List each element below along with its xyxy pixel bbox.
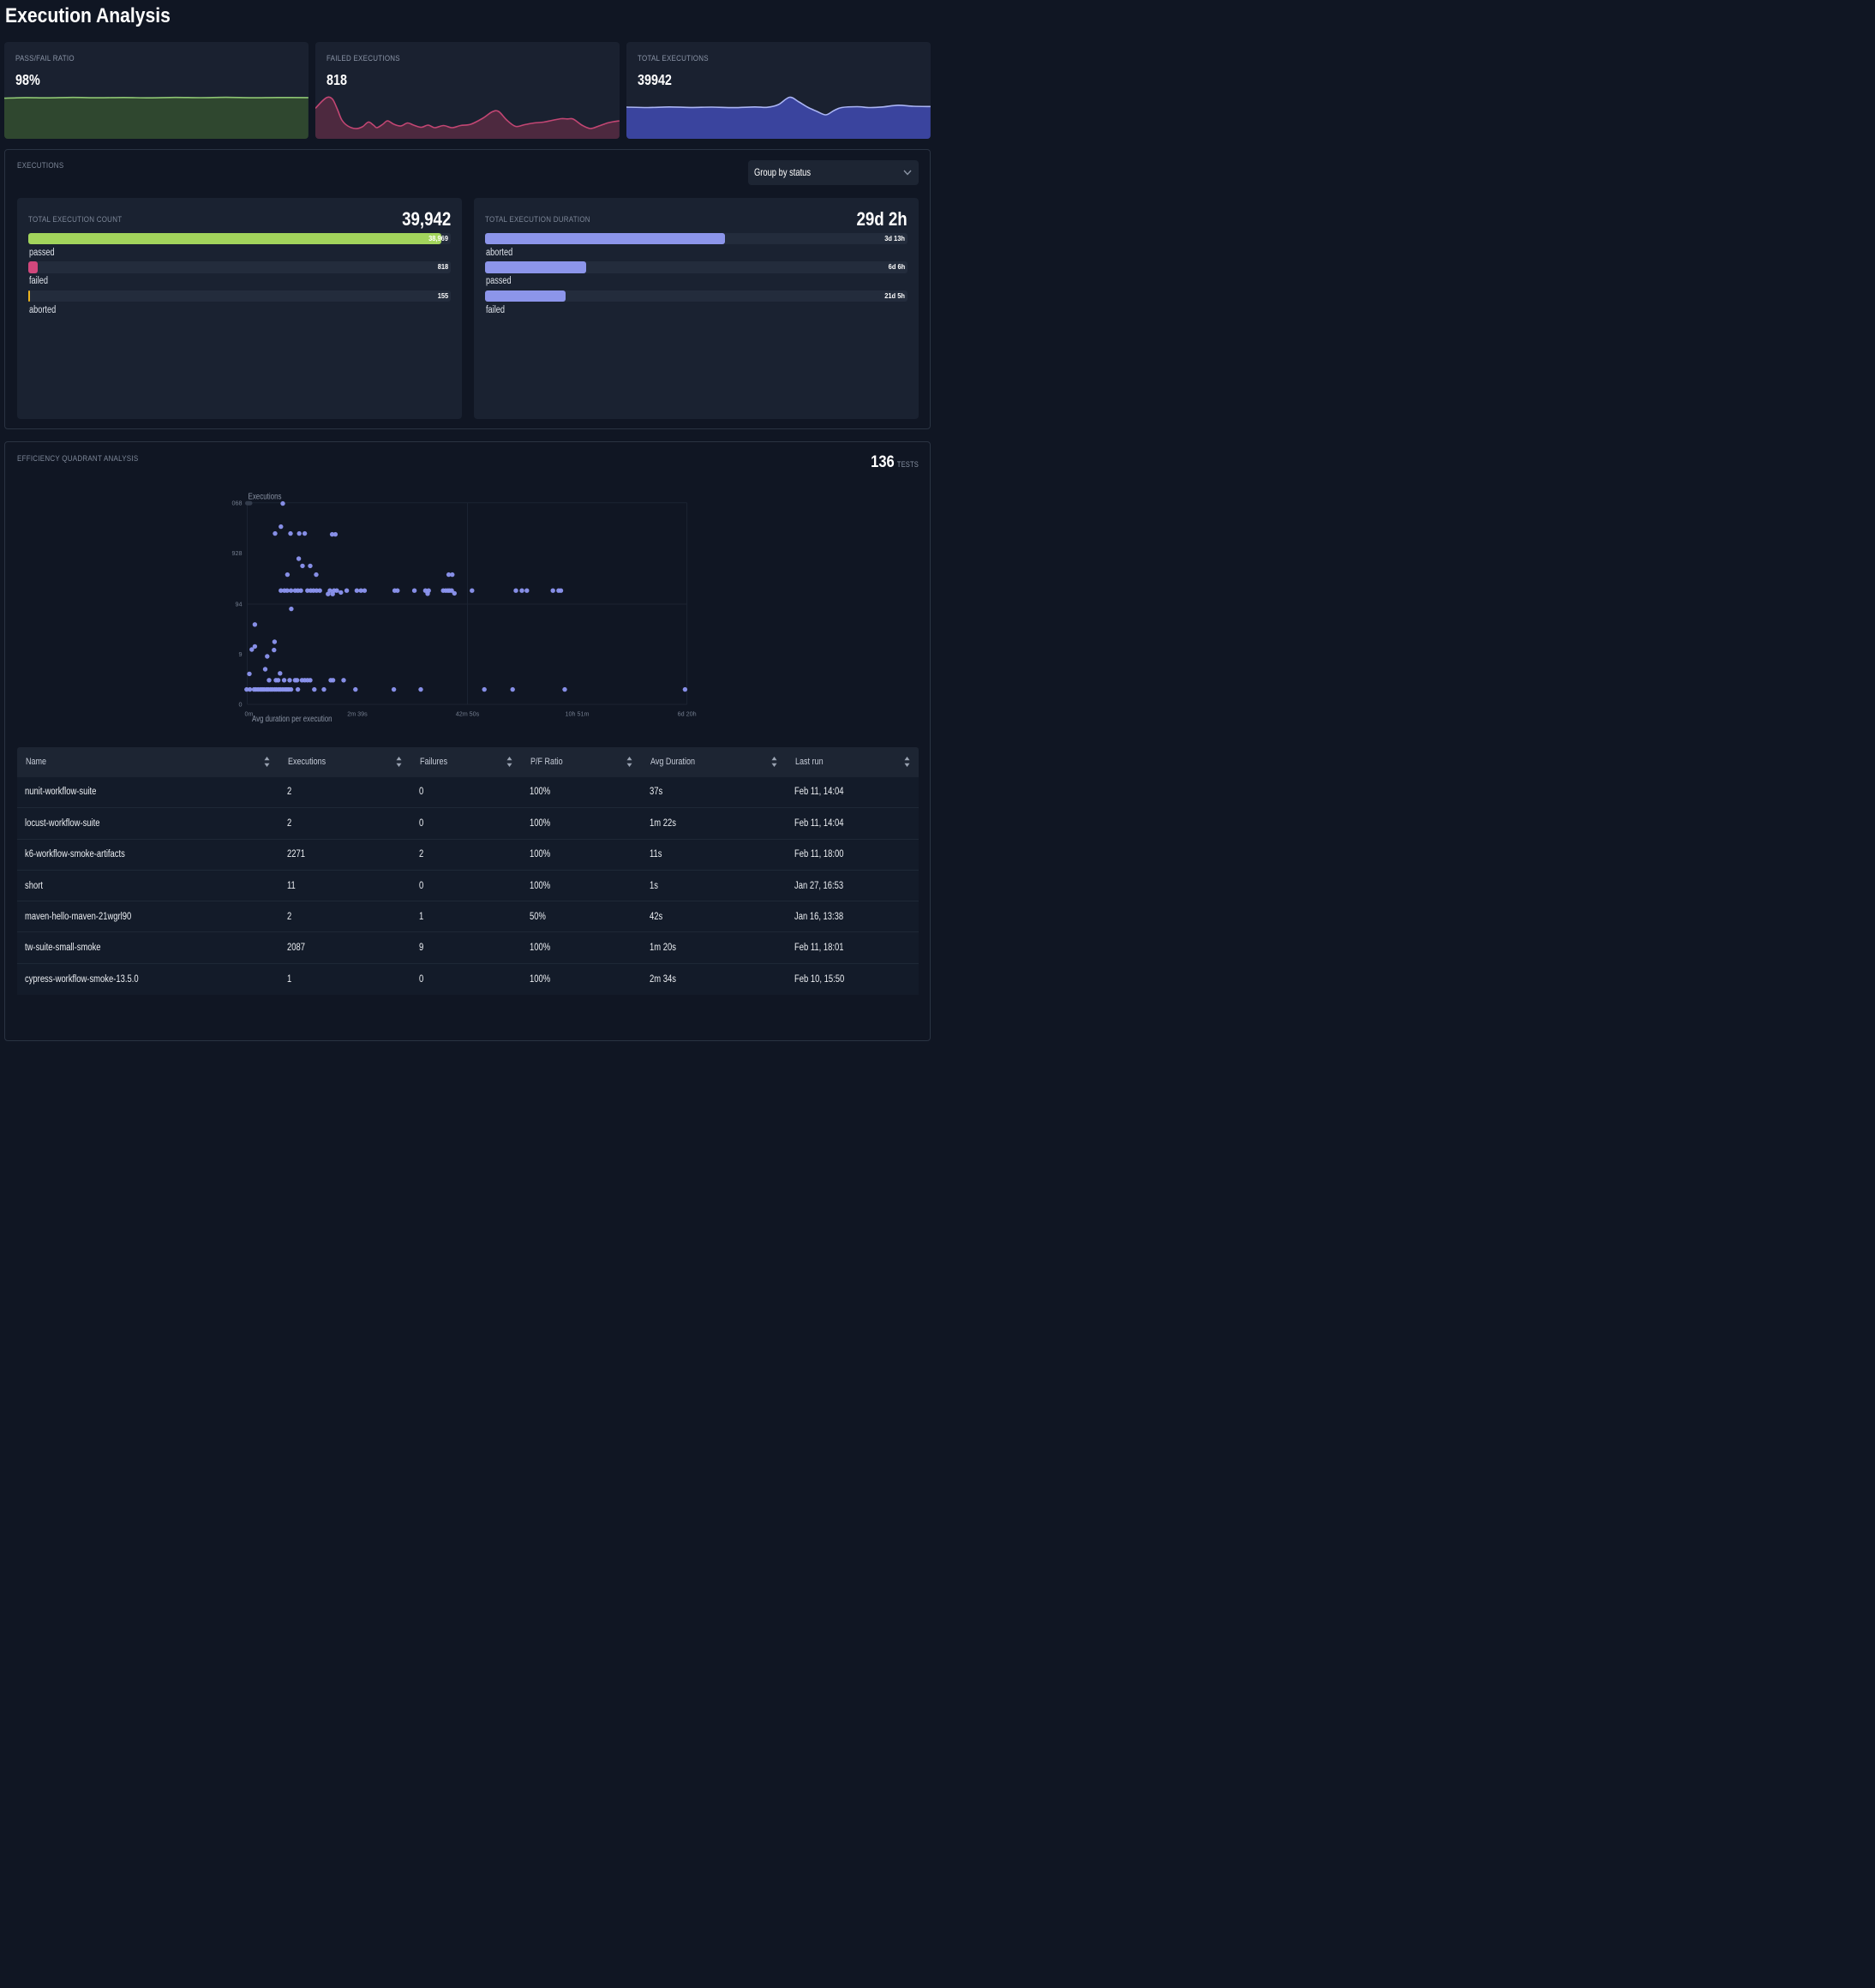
svg-text:0: 0 [239, 701, 243, 709]
svg-text:Avg duration per execution: Avg duration per execution [252, 715, 332, 724]
svg-text:068: 068 [232, 499, 243, 506]
svg-text:Executions: Executions [249, 492, 282, 501]
svg-text:42m 50s: 42m 50s [456, 710, 480, 718]
svg-text:94: 94 [236, 601, 243, 608]
svg-text:10h 51m: 10h 51m [566, 710, 590, 718]
svg-text:9: 9 [239, 650, 243, 658]
svg-text:2m 39s: 2m 39s [347, 710, 368, 718]
svg-text:6d 20h: 6d 20h [678, 710, 697, 718]
svg-text:928: 928 [232, 549, 243, 557]
svg-text:0m: 0m [245, 710, 254, 718]
